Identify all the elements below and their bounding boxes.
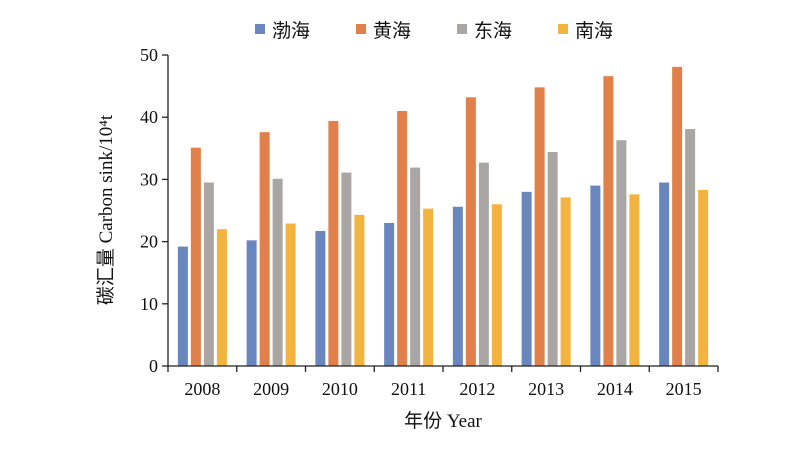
bar xyxy=(285,223,296,366)
bar xyxy=(190,147,201,366)
y-tick-label: 50 xyxy=(140,45,158,65)
bar xyxy=(341,172,352,366)
x-tick-label: 2015 xyxy=(666,379,702,399)
x-tick-label: 2008 xyxy=(184,379,220,399)
bar xyxy=(216,229,227,366)
x-tick-label: 2011 xyxy=(391,379,426,399)
bar xyxy=(246,240,257,366)
bar xyxy=(590,185,601,366)
bar xyxy=(521,191,532,366)
y-tick-label: 30 xyxy=(140,169,158,189)
bar xyxy=(354,214,365,366)
y-tick-label: 20 xyxy=(140,232,158,252)
bar xyxy=(272,178,283,366)
y-axis-title: 碳汇量 Carbon sink/10⁴t xyxy=(95,114,117,305)
bar xyxy=(478,162,489,366)
y-tick-label: 10 xyxy=(140,294,158,314)
bar xyxy=(629,194,640,366)
bars xyxy=(177,66,709,367)
x-tick-label: 2013 xyxy=(528,379,564,399)
bar xyxy=(423,208,434,366)
x-tick-label: 2009 xyxy=(253,379,289,399)
legend-label: 东海 xyxy=(474,20,512,42)
bar xyxy=(685,129,696,366)
bar xyxy=(397,110,408,366)
legend-swatch xyxy=(356,24,366,34)
legend-swatch xyxy=(255,24,265,34)
x-tick-label: 2014 xyxy=(597,379,633,399)
bar xyxy=(698,189,709,366)
x-axis-title: 年份 Year xyxy=(404,410,482,432)
legend-swatch xyxy=(558,24,568,34)
x-axis: 2008 2009 2010 2011 2012 2013 2014 2015 xyxy=(167,365,719,399)
bar xyxy=(465,97,476,367)
bar xyxy=(203,182,214,366)
bar xyxy=(259,132,270,366)
bar xyxy=(491,204,502,366)
legend: 渤海 黄海 东海 南海 xyxy=(255,20,613,42)
bar xyxy=(328,120,339,366)
bar xyxy=(384,222,395,366)
legend-label: 渤海 xyxy=(272,20,310,42)
y-tick-label: 0 xyxy=(149,356,158,376)
x-tick-label: 2012 xyxy=(459,379,495,399)
bar xyxy=(315,231,326,366)
bar xyxy=(560,197,571,366)
x-tick-label: 2010 xyxy=(322,379,358,399)
bar xyxy=(659,182,670,366)
legend-swatch xyxy=(457,24,467,34)
bar xyxy=(410,167,421,366)
bar xyxy=(177,246,188,366)
bar xyxy=(452,206,463,366)
bar xyxy=(547,152,558,366)
y-axis: 0 10 20 30 40 50 xyxy=(140,45,169,376)
bar xyxy=(603,76,614,366)
bar xyxy=(616,140,627,366)
bar xyxy=(534,87,545,367)
legend-label: 南海 xyxy=(575,20,613,42)
y-tick-label: 40 xyxy=(140,107,158,127)
legend-label: 黄海 xyxy=(373,20,411,42)
bar xyxy=(672,66,683,367)
